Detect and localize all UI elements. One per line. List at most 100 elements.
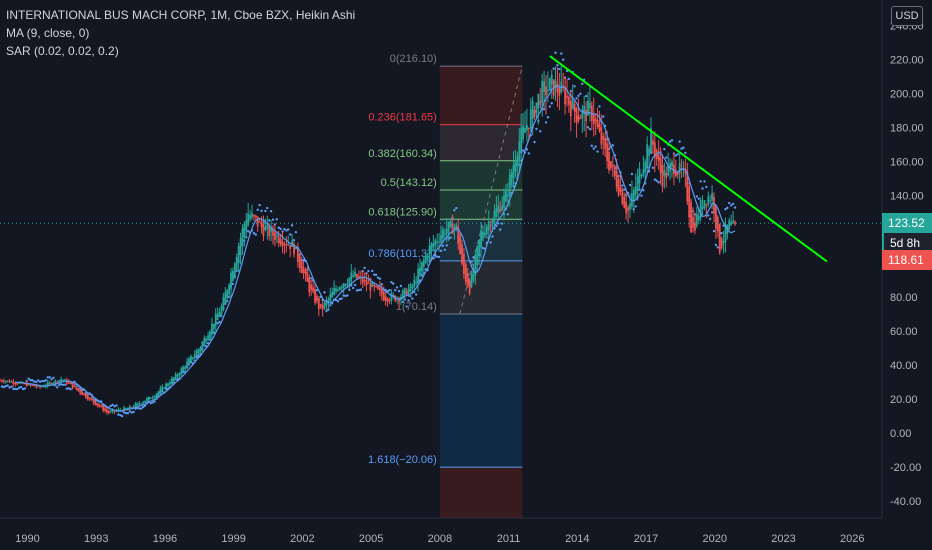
sar-dot xyxy=(119,413,122,417)
candle-body xyxy=(715,205,717,229)
resistance-trendline xyxy=(549,55,828,263)
candle-body xyxy=(155,393,158,398)
sar-dot xyxy=(712,229,716,233)
candle-body xyxy=(653,142,656,158)
sar-dot xyxy=(388,289,391,292)
candle-body xyxy=(489,225,492,227)
sar-dot xyxy=(256,208,259,212)
candle-body xyxy=(611,164,614,167)
candle-body xyxy=(491,219,494,226)
candle-body xyxy=(254,215,257,218)
fib-level-label: 0.786(101.37) xyxy=(368,248,437,260)
sar-dot xyxy=(38,380,42,383)
sar-dot xyxy=(548,105,552,108)
sar-dot xyxy=(109,404,112,408)
candle-body xyxy=(373,284,376,287)
sar-dot xyxy=(651,166,655,170)
candle-body xyxy=(58,379,61,383)
sar-dot xyxy=(195,356,198,359)
sar-dot xyxy=(567,77,571,81)
sar-dot xyxy=(455,206,458,210)
sar-dot xyxy=(653,178,657,181)
candle-body xyxy=(228,284,230,295)
candle-body xyxy=(233,263,236,277)
candle-body xyxy=(558,88,561,97)
sar-dot xyxy=(61,383,65,386)
sar-dot xyxy=(6,384,9,387)
sar-dot xyxy=(309,277,313,280)
price-tick-label: 80.00 xyxy=(890,292,918,304)
candle-body xyxy=(211,323,213,335)
sar-dot xyxy=(42,379,46,383)
sar-dot xyxy=(348,288,351,292)
candle-body xyxy=(690,202,692,233)
candle-body xyxy=(275,235,278,237)
sar-dot xyxy=(527,152,531,155)
candle-body xyxy=(279,239,282,245)
candle-body xyxy=(541,80,544,103)
sar-dot xyxy=(56,386,59,389)
fibonacci-zones xyxy=(439,66,523,518)
candle-body xyxy=(316,296,318,301)
ma-line xyxy=(15,84,736,412)
candle-body xyxy=(417,268,419,284)
sar-dot xyxy=(117,413,120,416)
candle-body xyxy=(613,165,616,176)
candle-body xyxy=(474,254,477,276)
candle-body xyxy=(543,81,545,92)
sar-dot xyxy=(714,243,718,247)
candle-body xyxy=(86,395,89,400)
time-axis[interactable]: 1990 1993 1996 1999 2002 2005 2008 2011 2014 2017… xyxy=(0,517,932,550)
sar-dot xyxy=(8,386,11,389)
candle-body xyxy=(463,254,465,275)
candle-body xyxy=(109,411,112,413)
sar-dot xyxy=(655,179,658,182)
sar-dot xyxy=(489,241,492,244)
sar-dot xyxy=(439,249,443,253)
sar-dot xyxy=(130,411,133,414)
sar-dot xyxy=(470,260,473,263)
candle-body xyxy=(193,354,196,359)
candle-body xyxy=(306,271,309,282)
candle-body xyxy=(493,210,496,223)
candle-body xyxy=(203,337,206,346)
fib-zone-0382-05 xyxy=(439,160,523,191)
candle-body xyxy=(199,347,202,352)
trendline[interactable] xyxy=(549,55,828,263)
sar-indicator-label[interactable]: SAR (0.02, 0.02, 0.2) xyxy=(6,44,119,58)
candle-body xyxy=(718,224,721,253)
candle-body xyxy=(136,402,139,406)
candle-body xyxy=(688,186,691,218)
sar-dot xyxy=(584,94,588,98)
ma-indicator-label[interactable]: MA (9, close, 0) xyxy=(6,26,90,40)
sar-dot xyxy=(676,153,679,156)
sar-dot xyxy=(10,385,13,388)
sar-dot xyxy=(443,248,447,251)
candle-body xyxy=(453,226,456,229)
candle-body xyxy=(686,171,689,202)
candle-body xyxy=(548,78,551,91)
fib-level-label: 0.618(125.90) xyxy=(368,206,437,218)
candle-body xyxy=(346,283,349,285)
sar-dot xyxy=(411,297,414,300)
sar-dot xyxy=(670,139,674,142)
candle-body xyxy=(50,383,53,385)
price-axis[interactable]: 240.00220.00200.00180.00160.00140.00120.… xyxy=(881,0,932,550)
candle-body xyxy=(464,264,467,283)
currency-button[interactable]: USD xyxy=(891,6,923,26)
candle-body xyxy=(266,224,269,229)
candle-body xyxy=(319,303,322,307)
low-price-tag: 118.61 xyxy=(882,249,932,270)
candle-body xyxy=(379,287,381,291)
candle-body xyxy=(125,408,127,410)
candle-body xyxy=(209,331,211,338)
sar-dot xyxy=(277,226,280,229)
sar-dot xyxy=(19,385,23,389)
candle-body xyxy=(132,406,135,408)
candle-body xyxy=(556,84,559,93)
sar-dot xyxy=(264,209,267,213)
candle-body xyxy=(128,406,131,409)
sar-dot xyxy=(57,383,61,387)
sar-dot xyxy=(630,172,634,176)
